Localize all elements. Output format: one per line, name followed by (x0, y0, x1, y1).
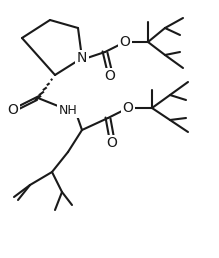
Text: O: O (104, 69, 115, 83)
Text: O: O (107, 136, 117, 150)
Text: O: O (123, 101, 133, 115)
Text: NH: NH (59, 103, 77, 117)
Text: O: O (8, 103, 18, 117)
Text: N: N (77, 51, 87, 65)
Text: O: O (120, 35, 131, 49)
